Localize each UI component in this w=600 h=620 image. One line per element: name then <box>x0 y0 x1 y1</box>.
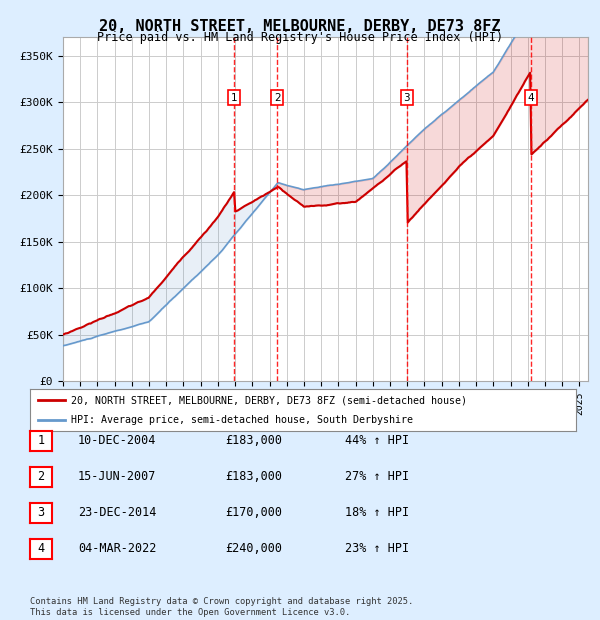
Text: 23-DEC-2014: 23-DEC-2014 <box>78 506 157 518</box>
Text: Price paid vs. HM Land Registry's House Price Index (HPI): Price paid vs. HM Land Registry's House … <box>97 31 503 44</box>
Text: 2: 2 <box>37 471 44 483</box>
Text: 4: 4 <box>37 542 44 555</box>
Text: 20, NORTH STREET, MELBOURNE, DERBY, DE73 8FZ: 20, NORTH STREET, MELBOURNE, DERBY, DE73… <box>99 19 501 33</box>
Text: 1: 1 <box>37 435 44 447</box>
Text: 23% ↑ HPI: 23% ↑ HPI <box>345 542 409 554</box>
Text: 4: 4 <box>527 92 534 103</box>
Text: HPI: Average price, semi-detached house, South Derbyshire: HPI: Average price, semi-detached house,… <box>71 415 413 425</box>
Text: 10-DEC-2004: 10-DEC-2004 <box>78 434 157 446</box>
Text: 27% ↑ HPI: 27% ↑ HPI <box>345 470 409 482</box>
Text: £240,000: £240,000 <box>225 542 282 554</box>
Text: 3: 3 <box>404 92 410 103</box>
Text: 1: 1 <box>231 92 238 103</box>
Text: 20, NORTH STREET, MELBOURNE, DERBY, DE73 8FZ (semi-detached house): 20, NORTH STREET, MELBOURNE, DERBY, DE73… <box>71 395 467 405</box>
Text: £170,000: £170,000 <box>225 506 282 518</box>
Text: 04-MAR-2022: 04-MAR-2022 <box>78 542 157 554</box>
Text: 3: 3 <box>37 507 44 519</box>
Text: £183,000: £183,000 <box>225 470 282 482</box>
Text: 44% ↑ HPI: 44% ↑ HPI <box>345 434 409 446</box>
Text: Contains HM Land Registry data © Crown copyright and database right 2025.
This d: Contains HM Land Registry data © Crown c… <box>30 598 413 617</box>
Text: 2: 2 <box>274 92 281 103</box>
Text: 15-JUN-2007: 15-JUN-2007 <box>78 470 157 482</box>
Text: 18% ↑ HPI: 18% ↑ HPI <box>345 506 409 518</box>
Text: £183,000: £183,000 <box>225 434 282 446</box>
